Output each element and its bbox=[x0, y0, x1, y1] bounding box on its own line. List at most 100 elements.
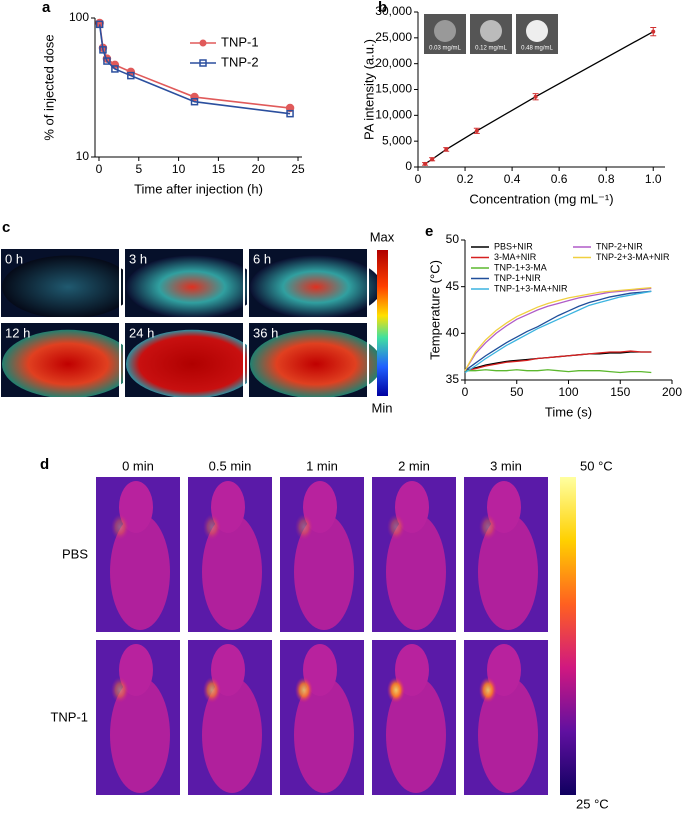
colorbar-label: Min bbox=[372, 400, 393, 415]
heatmap-label: 6 h bbox=[253, 251, 271, 266]
y-tick-label: 10,000 bbox=[375, 108, 412, 122]
heatmap-label: 12 h bbox=[5, 325, 30, 340]
series-line bbox=[464, 290, 652, 374]
legend-marker bbox=[199, 59, 207, 67]
heatmap-label: 36 h bbox=[253, 325, 278, 340]
marker bbox=[423, 161, 428, 166]
x-tick-label: 0 bbox=[415, 172, 422, 186]
heatmap-label: 3 h bbox=[129, 251, 147, 266]
colorbar-label: 50 °C bbox=[580, 458, 613, 473]
series-line bbox=[464, 350, 652, 372]
x-tick-label: 0.4 bbox=[504, 172, 521, 186]
x-tick-label: 0.2 bbox=[457, 172, 474, 186]
column-label: 2 min bbox=[398, 458, 430, 473]
hot-spot bbox=[111, 514, 129, 540]
x-axis-label: Concentration (mg mL⁻¹) bbox=[469, 191, 613, 206]
x-tick-label: 0.6 bbox=[551, 172, 568, 186]
heatmap bbox=[2, 255, 134, 319]
x-tick-label: 15 bbox=[212, 162, 226, 176]
inset-spot bbox=[526, 20, 548, 42]
column-label: 0.5 min bbox=[209, 458, 252, 473]
hot-spot bbox=[387, 677, 405, 703]
x-axis-label: Time (s) bbox=[545, 404, 592, 419]
marker bbox=[651, 29, 656, 34]
marker bbox=[430, 157, 435, 162]
marker bbox=[103, 57, 111, 65]
heatmap-frame bbox=[123, 321, 245, 399]
x-tick-label: 50 bbox=[510, 385, 524, 399]
x-tick-label: 150 bbox=[610, 385, 630, 399]
mouse-body bbox=[386, 677, 446, 793]
column-label: 3 min bbox=[490, 458, 522, 473]
hot-spot bbox=[203, 677, 221, 703]
x-tick-label: 0 bbox=[462, 385, 469, 399]
mouse-body bbox=[110, 514, 170, 630]
x-axis-label: Time after injection (h) bbox=[134, 181, 263, 196]
mouse-body bbox=[202, 514, 262, 630]
series-line bbox=[464, 287, 652, 372]
mouse-body bbox=[386, 514, 446, 630]
heatmap bbox=[250, 329, 382, 399]
y-tick-label: 25,000 bbox=[375, 30, 412, 44]
x-tick-label: 0 bbox=[96, 162, 103, 176]
heatmap-frame bbox=[123, 247, 245, 319]
colorbar bbox=[560, 477, 576, 795]
marker bbox=[111, 65, 119, 73]
marker bbox=[99, 46, 107, 54]
y-tick-label: 45 bbox=[446, 279, 460, 293]
x-tick-label: 10 bbox=[172, 162, 186, 176]
heatmap-frame bbox=[247, 247, 369, 319]
panel-letter: c bbox=[2, 219, 10, 236]
mouse-body bbox=[110, 677, 170, 793]
series-line bbox=[464, 351, 652, 372]
x-tick-label: 0.8 bbox=[598, 172, 615, 186]
hot-spot bbox=[295, 514, 313, 540]
legend-marker bbox=[199, 39, 207, 47]
column-label: 0 min bbox=[122, 458, 154, 473]
column-label: 1 min bbox=[306, 458, 338, 473]
marker bbox=[533, 94, 538, 99]
marker bbox=[474, 128, 479, 133]
row-label: PBS bbox=[62, 546, 88, 561]
series-line bbox=[464, 290, 652, 372]
panel-letter: e bbox=[425, 223, 433, 240]
mouse-body bbox=[478, 514, 538, 630]
colorbar-label: Max bbox=[370, 229, 395, 244]
series-line bbox=[465, 369, 652, 374]
marker bbox=[127, 71, 135, 80]
x-tick-label: 20 bbox=[252, 162, 266, 176]
marker bbox=[285, 103, 295, 113]
hot-spot bbox=[295, 677, 313, 703]
y-axis-label: % of injected dose bbox=[41, 34, 56, 140]
mouse-body bbox=[202, 677, 262, 793]
legend-label: PBS+NIR bbox=[494, 241, 533, 251]
legend-label: TNP-2+3-MA+NIR bbox=[596, 252, 670, 262]
legend-label: TNP-2+NIR bbox=[596, 241, 643, 251]
row-label: TNP-1 bbox=[50, 709, 88, 724]
legend-label: TNP-2 bbox=[221, 54, 259, 69]
legend-label: 3-MA+NIR bbox=[494, 252, 537, 262]
marker bbox=[286, 109, 294, 118]
y-tick-label: 10 bbox=[76, 149, 90, 163]
hot-spot bbox=[479, 677, 497, 703]
panel-letter: a bbox=[42, 0, 51, 16]
hot-spot bbox=[111, 677, 129, 703]
heatmap-label: 24 h bbox=[129, 325, 154, 340]
heatmap bbox=[126, 329, 258, 399]
panel-letter: d bbox=[40, 456, 49, 473]
y-tick-label: 15,000 bbox=[375, 82, 412, 96]
inset-spot bbox=[480, 20, 502, 42]
y-tick-label: 50 bbox=[446, 232, 460, 246]
heatmap bbox=[250, 255, 382, 319]
y-tick-label: 20,000 bbox=[375, 56, 412, 70]
mouse-body bbox=[294, 514, 354, 630]
series-line bbox=[464, 286, 652, 371]
x-tick-label: 1.0 bbox=[645, 172, 662, 186]
inset-label: 0.03 mg/mL bbox=[429, 46, 461, 52]
colorbar-label: 25 °C bbox=[576, 796, 609, 811]
x-tick-label: 100 bbox=[558, 385, 578, 399]
inset-label: 0.12 mg/mL bbox=[475, 46, 507, 52]
legend-label: TNP-1 bbox=[221, 34, 259, 49]
series-line bbox=[98, 24, 291, 115]
